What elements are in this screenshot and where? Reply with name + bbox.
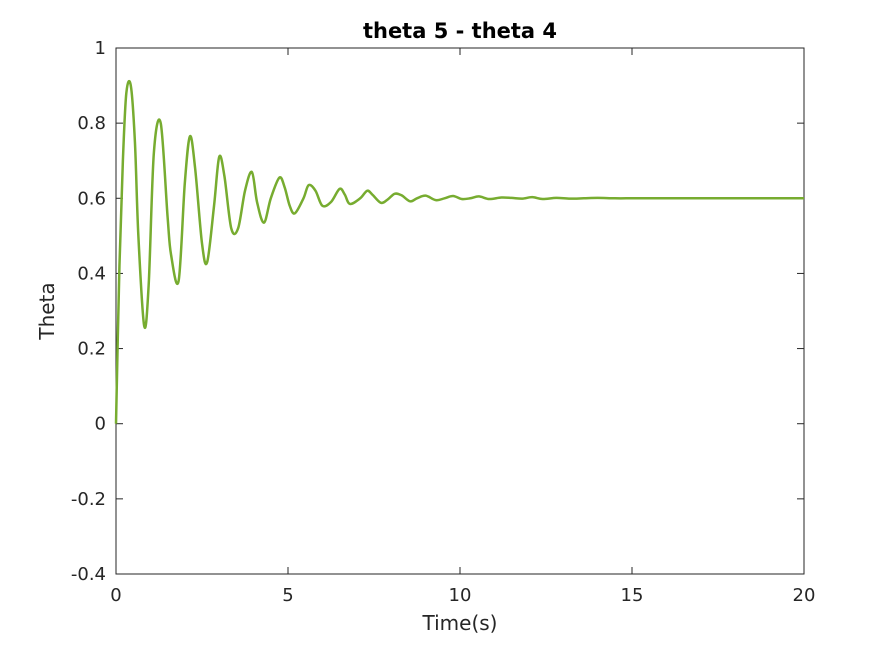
y-tick-label: 0.4: [77, 263, 106, 284]
chart-title: theta 5 - theta 4: [363, 19, 557, 43]
x-tick-label: 10: [449, 585, 472, 606]
plot-area: [115, 47, 805, 575]
x-axis-label: Time(s): [422, 611, 498, 635]
series-layer: [114, 79, 804, 424]
x-tick-labels: 0 5 10 15 20: [110, 585, 815, 606]
y-tick-label: 0.2: [77, 339, 106, 360]
x-tick-label: 20: [793, 585, 816, 606]
x-tick-label: 5: [282, 585, 293, 606]
y-tick-label: -0.4: [71, 564, 106, 585]
x-tick-label: 15: [621, 585, 644, 606]
y-tick-label: 0.6: [77, 188, 106, 209]
y-tick-labels: -0.4 -0.2 0 0.2 0.4 0.6 0.8 1: [71, 38, 106, 585]
y-axis-label: Theta: [35, 282, 59, 340]
y-tick-label: 1: [95, 38, 106, 59]
y-tick-label: 0.8: [77, 113, 106, 134]
y-tick-label: 0: [95, 414, 106, 435]
y-tick-label: -0.2: [71, 489, 106, 510]
x-tick-label: 0: [110, 585, 121, 606]
series-line: [114, 79, 804, 424]
